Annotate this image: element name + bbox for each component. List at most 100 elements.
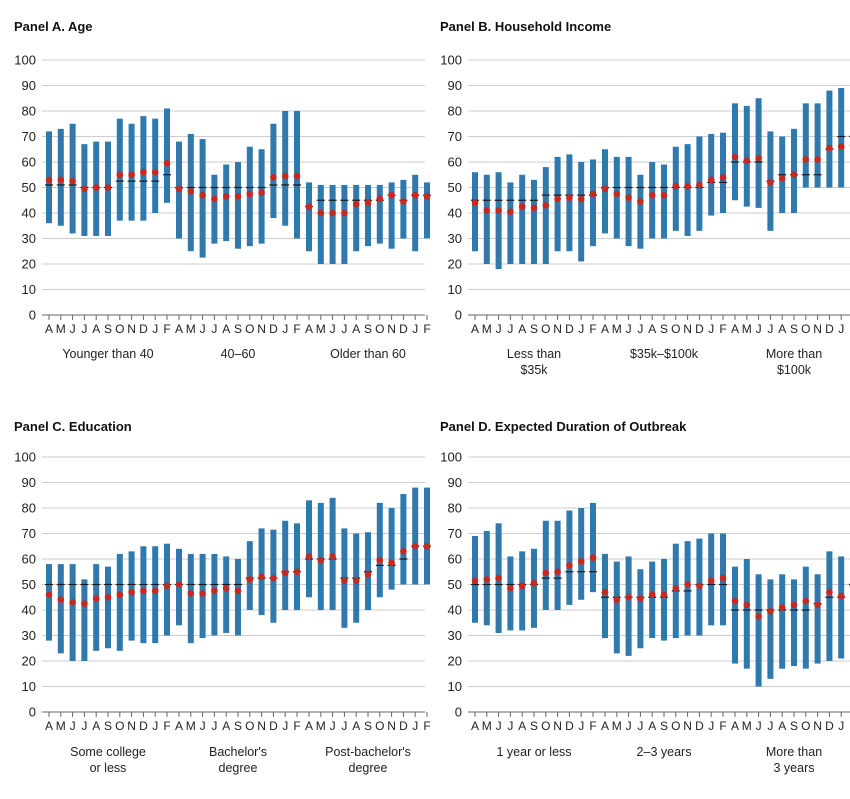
median-dot — [684, 182, 691, 190]
month-label: D — [139, 719, 148, 733]
median-dot — [719, 174, 727, 181]
range-bar — [317, 184, 324, 264]
range-bar — [661, 164, 667, 239]
range-bar — [802, 103, 809, 188]
month-label: M — [742, 322, 752, 336]
median-dot — [116, 171, 124, 179]
month-label: J — [626, 322, 632, 336]
range-bar — [625, 556, 632, 656]
month-label: J — [200, 322, 206, 336]
month-label: O — [115, 322, 124, 336]
median-dot — [826, 588, 833, 596]
median-dot — [577, 195, 585, 203]
y-tick-label: 50 — [448, 180, 462, 195]
month-label: A — [471, 322, 479, 336]
median-dot — [341, 577, 348, 584]
month-label: J — [341, 719, 347, 733]
median-dot — [767, 607, 774, 615]
median-dot — [175, 581, 183, 588]
median-dot — [92, 595, 100, 602]
range-bar — [791, 128, 797, 213]
month-label: A — [601, 322, 609, 336]
y-tick-label: 0 — [29, 705, 36, 720]
median-dot — [187, 590, 195, 597]
y-tick-label: 100 — [440, 450, 462, 465]
panel: Panel B. Household Income 0 10 20 30 40 50 60 70… — [440, 19, 850, 377]
median-dot — [554, 568, 561, 576]
y-tick-label: 30 — [22, 231, 36, 246]
y-tick-label: 100 — [440, 53, 462, 68]
month-label: D — [269, 719, 278, 733]
month-label: M — [612, 322, 622, 336]
month-label: M — [186, 719, 196, 733]
y-tick-label: 60 — [22, 552, 36, 567]
median-dot — [566, 562, 573, 569]
y-tick-label: 80 — [448, 501, 462, 516]
median-dot — [400, 198, 407, 205]
range-bar — [152, 546, 159, 644]
median-dot — [837, 592, 845, 600]
range-bar — [282, 111, 289, 226]
range-bar — [152, 118, 159, 213]
group-label: Older than 60 — [330, 347, 406, 361]
group-label: $35k–$100k — [630, 347, 699, 361]
median-dot — [696, 582, 703, 590]
median-dot — [258, 189, 265, 196]
median-dot — [293, 568, 301, 576]
month-label: A — [518, 719, 526, 733]
range-bar — [495, 172, 502, 270]
month-label: O — [671, 719, 680, 733]
median-dot — [707, 176, 715, 184]
median-dot — [554, 195, 561, 203]
month-label: J — [282, 322, 288, 336]
month-label: D — [565, 719, 574, 733]
month-label: A — [648, 719, 656, 733]
median-dot — [293, 172, 301, 180]
month-label: F — [589, 719, 596, 733]
month-label: N — [127, 719, 136, 733]
group-label: degree — [349, 761, 388, 775]
median-dot — [530, 204, 538, 212]
range-bar — [755, 574, 762, 687]
month-label: A — [45, 322, 53, 336]
y-tick-label: 50 — [448, 577, 462, 592]
month-label: N — [683, 719, 692, 733]
median-dot — [270, 574, 277, 582]
range-bar — [531, 179, 537, 264]
month-label: F — [293, 322, 300, 336]
range-bar — [116, 553, 123, 651]
median-dot — [163, 582, 171, 590]
month-label: A — [92, 719, 100, 733]
median-dot — [92, 184, 100, 191]
median-dot — [648, 591, 656, 598]
median-dot — [660, 591, 668, 598]
group-label: 1 year or less — [496, 745, 571, 759]
month-label: A — [45, 719, 53, 733]
median-dot — [128, 588, 135, 596]
range-bar — [743, 559, 750, 669]
range-bar — [779, 574, 786, 669]
month-label: N — [257, 719, 266, 733]
median-dot — [151, 587, 159, 595]
month-label: J — [341, 322, 347, 336]
median-dot — [81, 600, 88, 607]
month-label: S — [104, 322, 112, 336]
y-tick-label: 90 — [22, 78, 36, 93]
range-bar — [93, 564, 100, 651]
y-tick-label: 100 — [14, 450, 36, 465]
median-dot — [281, 569, 289, 577]
panel-title: Panel C. Education — [14, 419, 132, 434]
month-label: J — [507, 719, 513, 733]
median-dot — [411, 191, 419, 199]
month-label: S — [790, 322, 798, 336]
month-label: A — [352, 719, 360, 733]
month-label: J — [767, 719, 773, 733]
month-label: A — [601, 719, 609, 733]
month-label: S — [660, 322, 668, 336]
group-label: degree — [219, 761, 258, 775]
median-dot — [140, 168, 147, 176]
month-label: A — [731, 719, 739, 733]
median-dot — [104, 184, 112, 191]
month-label: J — [412, 322, 418, 336]
median-dot — [589, 554, 597, 562]
